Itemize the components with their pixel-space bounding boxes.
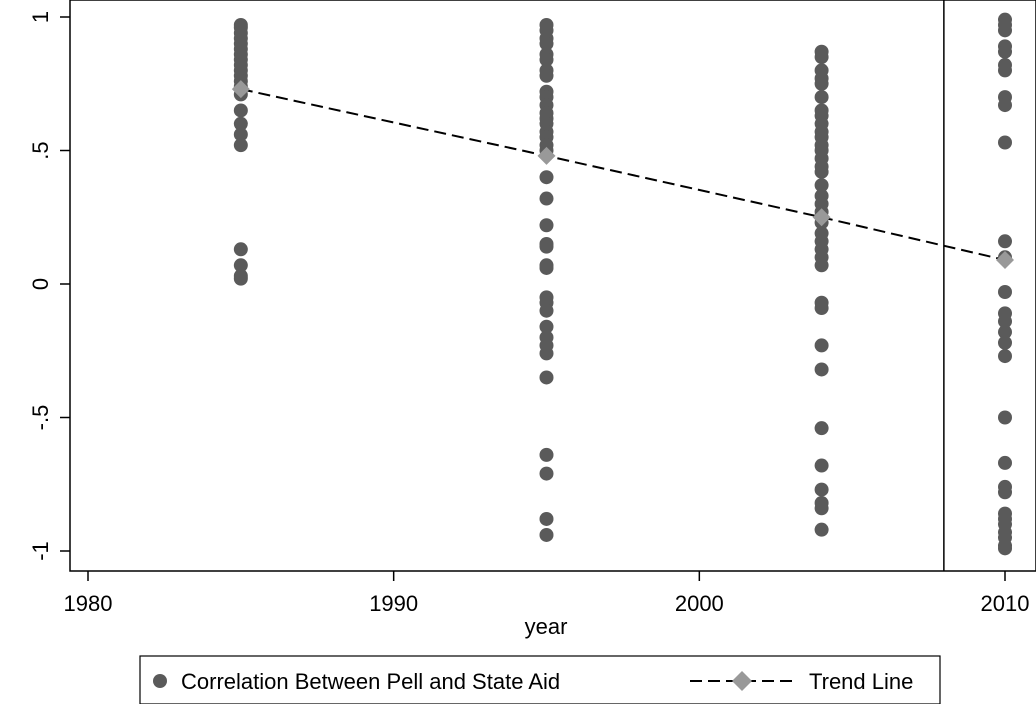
trend-marker: [231, 80, 250, 99]
scatter-point: [539, 68, 554, 83]
x-tick-label: 1990: [369, 591, 418, 616]
legend-box: [139, 655, 941, 704]
scatter-point: [814, 482, 829, 497]
x-tick-label: 2000: [675, 591, 724, 616]
y-tick-label: -.5: [28, 405, 53, 431]
scatter-point: [814, 421, 829, 436]
scatter-point: [539, 170, 554, 185]
scatter-point: [539, 36, 554, 51]
scatter-point: [998, 63, 1012, 78]
legend: Correlation Between Pell and State Aid T…: [139, 655, 941, 704]
scatter-point: [998, 285, 1012, 300]
y-tick-label: 0: [28, 278, 53, 290]
scatter-point: [539, 260, 554, 275]
scatter-point: [233, 127, 248, 142]
scatter-point: [998, 410, 1012, 425]
scatter-point: [814, 178, 829, 193]
scatter-point: [539, 191, 554, 206]
scatter-point: [814, 362, 829, 377]
scatter-point: [814, 522, 829, 537]
trend-line: [231, 80, 1014, 269]
x-tick-label: 2010: [981, 591, 1030, 616]
scatter-point: [233, 258, 248, 273]
scatter-point: [998, 541, 1012, 556]
legend-trend-label: Trend Line: [809, 669, 913, 694]
legend-trend-marker: [732, 671, 752, 691]
scatter-point: [998, 234, 1012, 249]
scatter-point: [233, 138, 248, 153]
trend-line-path: [240, 88, 1006, 261]
scatter-point: [814, 301, 829, 316]
scatter-point: [233, 116, 248, 131]
scatter-point: [998, 325, 1012, 340]
trend-marker: [996, 250, 1014, 269]
plot-frame: [69, 0, 1036, 572]
scatter-point: [814, 258, 829, 273]
scatter-point: [539, 319, 554, 334]
scatter-point: [998, 44, 1012, 59]
scatter-point: [814, 501, 829, 516]
scatter-point: [539, 52, 554, 67]
y-tick-label: 1: [28, 11, 53, 23]
scatter-point: [233, 271, 248, 286]
scatter-point: [998, 23, 1012, 38]
scatter-point: [814, 76, 829, 91]
x-axis-title: year: [525, 614, 568, 639]
scatter-point: [814, 458, 829, 473]
scatter-point: [233, 103, 248, 118]
scatter-point: [539, 447, 554, 462]
scatter-point: [539, 527, 554, 542]
trend-marker: [812, 208, 831, 227]
scatter-point: [539, 239, 554, 254]
x-axis: 1980 1990 2000 2010: [64, 571, 1030, 616]
scatter-point: [814, 90, 829, 105]
scatter-point: [814, 50, 829, 65]
scatter-point: [998, 455, 1012, 470]
y-tick-label: -1: [28, 541, 53, 561]
scatter-point: [539, 511, 554, 526]
scatter-point: [539, 218, 554, 233]
scatter-point: [998, 135, 1012, 150]
scatter-point: [998, 314, 1012, 329]
scatter-point: [998, 485, 1012, 500]
scatter-point: [814, 338, 829, 353]
scatter-point: [814, 164, 829, 179]
scatter-point: [539, 466, 554, 481]
x-tick-label: 1980: [64, 591, 113, 616]
scatter-point: [539, 303, 554, 318]
scatter-point: [998, 349, 1012, 364]
scatter-point: [233, 242, 248, 257]
scatter-point: [539, 370, 554, 385]
y-tick-label: .5: [28, 141, 53, 159]
trend-marker: [537, 146, 556, 165]
y-axis: -1 -.5 0 .5 1: [28, 11, 70, 561]
legend-scatter-marker: [153, 674, 167, 688]
scatter-point: [998, 335, 1012, 350]
scatter-point: [998, 98, 1012, 113]
legend-scatter-label: Correlation Between Pell and State Aid: [181, 669, 560, 694]
scatter-point: [539, 346, 554, 361]
